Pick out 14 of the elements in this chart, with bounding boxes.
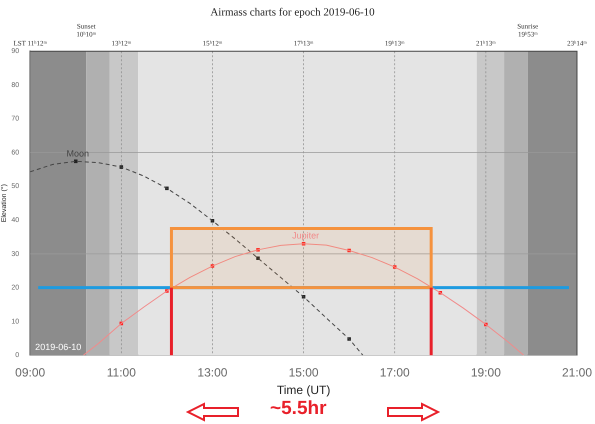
series-label: Jupiter (292, 230, 320, 241)
x-tick-label: 11:00 (106, 366, 136, 380)
x-tick-label: 17:00 (380, 366, 410, 380)
x-axis-title: Time (UT) (276, 383, 330, 398)
chart-title: Airmass charts for epoch 2019-06-10 (210, 6, 376, 18)
text: ~5.5hr (270, 398, 327, 420)
x-tick-label: 15:00 (288, 366, 319, 380)
annotation: 2019-06-10 (35, 342, 82, 352)
x-tick-label: 19:00 (470, 366, 502, 380)
series-label: Moon (66, 148, 90, 158)
x-tick-label: 13:00 (197, 366, 228, 380)
point (74, 160, 78, 164)
x-tick-label: 21:00 (562, 366, 592, 380)
x-tick-label: 09:00 (15, 366, 46, 380)
